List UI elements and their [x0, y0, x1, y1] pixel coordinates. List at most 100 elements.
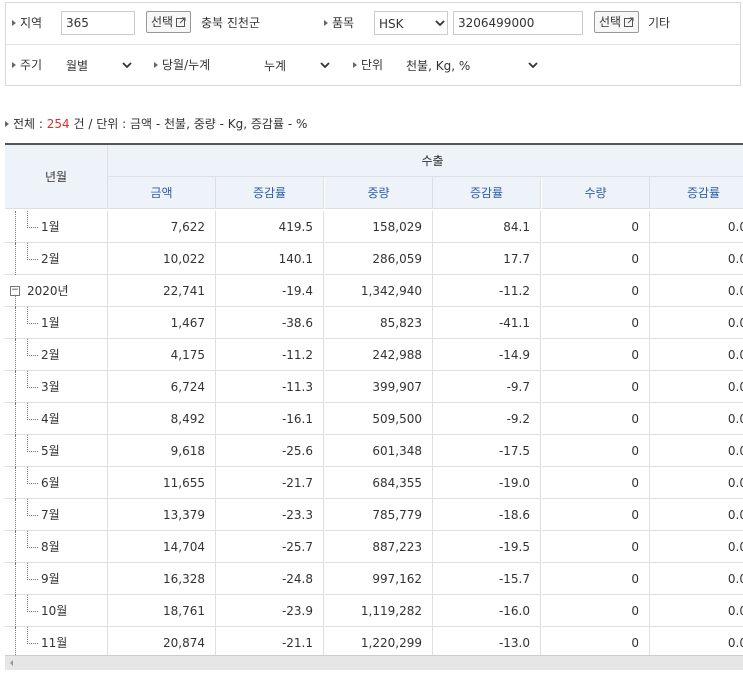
- table-cell: -21.7: [216, 467, 324, 499]
- item-select-button[interactable]: 선택: [594, 11, 640, 33]
- table-cell: -9.2: [433, 403, 541, 435]
- table-cell: 684,355: [325, 467, 433, 499]
- summary-count: 254: [46, 117, 70, 131]
- table-cell: -24.8: [216, 563, 324, 595]
- row-label: 2020년 −: [5, 275, 108, 307]
- table-cell: -23.3: [216, 499, 324, 531]
- header-column: 수량: [542, 177, 650, 209]
- table-cell: 1,220,299: [325, 627, 433, 657]
- tree-line: [15, 531, 16, 563]
- tree-line: [15, 371, 16, 403]
- tree-guide: [27, 435, 38, 452]
- table-cell: 0: [542, 467, 650, 499]
- table-cell: 8,492: [108, 403, 216, 435]
- table-cell: -11.2: [433, 275, 541, 307]
- table-cell: 0.0: [650, 563, 743, 595]
- table-cell: 0: [542, 531, 650, 563]
- header-column: 금액: [108, 177, 216, 209]
- region-select-button[interactable]: 선택: [146, 11, 192, 33]
- table-cell: 0.0: [650, 403, 743, 435]
- table-cell: 85,823: [325, 307, 433, 339]
- tree-line: [15, 403, 16, 435]
- item-type-select[interactable]: HSK: [374, 11, 448, 35]
- table-cell: 20,874: [108, 627, 216, 657]
- row-label: 6월: [5, 467, 108, 499]
- table-cell: -13.0: [433, 627, 541, 657]
- region-name: 충북 진천군: [201, 16, 261, 30]
- item-code[interactable]: 3206499000: [453, 11, 583, 35]
- select-text: 월별: [66, 59, 89, 73]
- table-cell: 4,175: [108, 339, 216, 371]
- header-group: 수출: [108, 145, 743, 177]
- row-label: 10월: [5, 595, 108, 627]
- row-label: 9월: [5, 563, 108, 595]
- table-cell: 1,119,282: [325, 595, 433, 627]
- region-label: 지역: [12, 11, 42, 35]
- tree-guide: [27, 243, 38, 260]
- row-label: 8월: [5, 531, 108, 563]
- table-cell: 22,741: [108, 275, 216, 307]
- table-cell: -19.5: [433, 531, 541, 563]
- table-cell: 0: [542, 243, 650, 275]
- tree-line: [15, 627, 16, 657]
- row-label: 3월: [5, 371, 108, 403]
- popup-icon: [176, 17, 186, 27]
- table-cell: 0.0: [650, 211, 743, 243]
- filter-panel: 지역 365 선택 충북 진천군 품목 HSK 3206499000 선택 기타…: [5, 2, 741, 86]
- table-cell: -41.1: [433, 307, 541, 339]
- tree-guide: [27, 563, 38, 580]
- summary-prefix: 전체 :: [13, 117, 43, 131]
- table-cell: -11.3: [216, 371, 324, 403]
- data-table: 년월 수출 금액 증감률 중량 증감률 수량 증감률 1월 7,622 419.5 158,029…: [5, 143, 743, 657]
- table-cell: 17.7: [433, 243, 541, 275]
- table-cell: 0.0: [650, 627, 743, 657]
- popup-icon: [624, 17, 634, 27]
- table-cell: 0: [542, 307, 650, 339]
- cumulative-select[interactable]: 누계: [259, 53, 333, 77]
- chevron: [528, 62, 538, 69]
- scroll-arrow[interactable]: [5, 656, 19, 670]
- region-code[interactable]: 365: [61, 11, 135, 35]
- tree-line: [15, 563, 16, 595]
- table-cell: 0: [542, 403, 650, 435]
- filter-row: 주기 월별 당월/누계 누계 단위 천불, Kg, %: [6, 44, 740, 86]
- chevron: [435, 20, 445, 27]
- tree-guide: [27, 627, 38, 644]
- table-cell: 0.0: [650, 435, 743, 467]
- table-cell: 0.0: [650, 595, 743, 627]
- table-cell: -19.4: [216, 275, 324, 307]
- tree-guide: −: [10, 285, 20, 296]
- period-select[interactable]: 월별: [61, 53, 135, 77]
- table-cell: -25.7: [216, 531, 324, 563]
- table-cell: 6,724: [108, 371, 216, 403]
- header-column: 증감률: [650, 177, 743, 209]
- table-cell: 785,779: [325, 499, 433, 531]
- horizontal-scrollbar[interactable]: [5, 655, 743, 670]
- row-label: 5월: [5, 435, 108, 467]
- tree-guide: [27, 403, 38, 420]
- tree-guide: [27, 467, 38, 484]
- header-column: 중량: [325, 177, 433, 209]
- table-cell: -19.0: [433, 467, 541, 499]
- row-label: 1월: [5, 211, 108, 243]
- table-cell: 0: [542, 371, 650, 403]
- table-cell: 14,704: [108, 531, 216, 563]
- tree-line: [15, 243, 16, 275]
- table-cell: 7,622: [108, 211, 216, 243]
- table-cell: -25.6: [216, 435, 324, 467]
- table-cell: 0.0: [650, 243, 743, 275]
- table-cell: -9.7: [433, 371, 541, 403]
- header-column: 증감률: [216, 177, 324, 209]
- table-cell: 0: [542, 435, 650, 467]
- table-cell: 399,907: [325, 371, 433, 403]
- table-cell: 1,342,940: [325, 275, 433, 307]
- table-cell: 0: [542, 499, 650, 531]
- row-label: 2월: [5, 243, 108, 275]
- unit-select[interactable]: 천불, Kg, %: [401, 53, 541, 77]
- period-label: 주기: [12, 53, 42, 77]
- table-cell: 16,328: [108, 563, 216, 595]
- table-cell: 601,348: [325, 435, 433, 467]
- tree-guide: [27, 371, 38, 388]
- table-cell: 0.0: [650, 371, 743, 403]
